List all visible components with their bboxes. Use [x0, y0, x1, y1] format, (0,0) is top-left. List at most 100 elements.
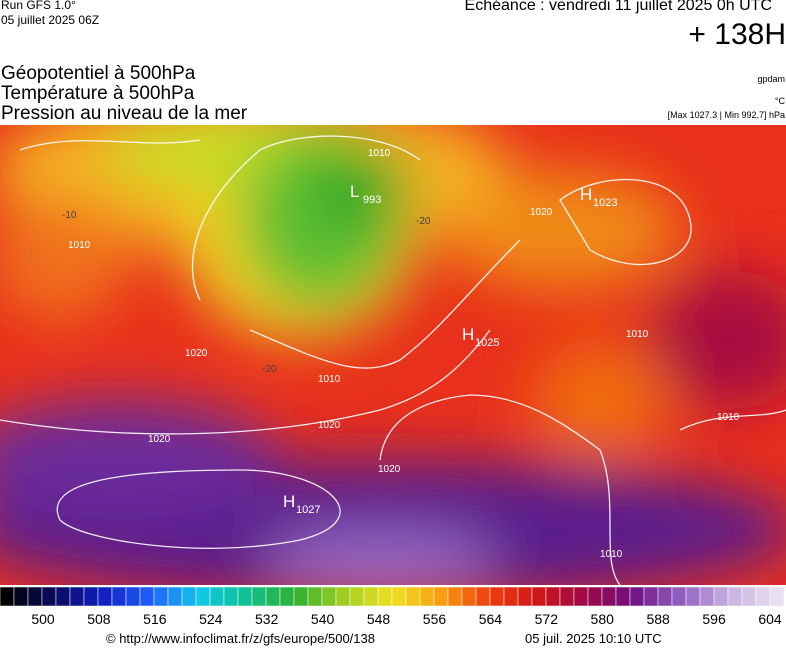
colorbar-label: 556: [423, 611, 447, 627]
swatch: [769, 586, 785, 607]
swatch: [153, 586, 169, 607]
swatch: [517, 586, 533, 607]
swatch: [55, 586, 71, 607]
colorbar-label: 540: [311, 611, 335, 627]
swatch: [0, 586, 15, 607]
swatch: [307, 586, 323, 607]
colorbar-label: 500: [31, 611, 55, 627]
colorbar-label: 532: [255, 611, 279, 627]
title-3: Pression au niveau de la mer: [1, 103, 248, 124]
swatch: [223, 586, 239, 607]
swatch: [279, 586, 295, 607]
field: [0, 125, 786, 585]
isoline-label: 1010: [600, 549, 623, 560]
swatch: [391, 586, 407, 607]
colorbar-label: 564: [479, 611, 503, 627]
swatch: [489, 586, 505, 607]
colorbar: 500 508 516 524 532 540 548 556 564 572 580 588 596 6…: [0, 586, 785, 627]
swatch: [447, 586, 463, 607]
swatch: [503, 586, 519, 607]
footer-url: © http://www.infoclimat.fr/z/gfs/europe/…: [106, 631, 375, 646]
center-value: 993: [363, 194, 381, 206]
swatch: [27, 586, 43, 607]
center-letter: H: [283, 492, 295, 511]
colorbar-label: 548: [367, 611, 391, 627]
swatch: [741, 586, 757, 607]
swatch: [727, 586, 743, 607]
pressure-range: [Max 1027.3 | Min 992.7] hPa: [667, 110, 785, 120]
swatch: [377, 586, 393, 607]
isoline-label: 1010: [717, 412, 740, 423]
swatch: [139, 586, 155, 607]
swatch: [209, 586, 225, 607]
swatch: [713, 586, 729, 607]
colorbar-label: 580: [591, 611, 615, 627]
isoline-label: -10: [62, 210, 77, 221]
center-value: 1025: [475, 337, 499, 349]
swatch: [69, 586, 85, 607]
swatch: [265, 586, 281, 607]
colorbar-label: 572: [535, 611, 559, 627]
colorbar-label: 604: [758, 611, 782, 627]
isoline-label: 1010: [68, 240, 91, 251]
isoline-label: 1020: [318, 420, 341, 431]
colorbar-label: 588: [646, 611, 670, 627]
swatch: [559, 586, 575, 607]
swatch: [251, 586, 267, 607]
swatch: [167, 586, 183, 607]
swatch: [335, 586, 351, 607]
swatch: [433, 586, 449, 607]
isoline-label: 1010: [318, 374, 341, 385]
unit: °C: [774, 96, 785, 106]
swatch: [461, 586, 477, 607]
swatch: [405, 586, 421, 607]
swatch: [685, 586, 701, 607]
source: gpdam: [757, 74, 785, 84]
center-letter: H: [580, 185, 592, 204]
center-letter: H: [462, 325, 474, 344]
swatch: [125, 586, 141, 607]
swatch: [111, 586, 127, 607]
isoline-label: 1010: [626, 329, 649, 340]
swatch: [419, 586, 435, 607]
isoline-label: 1020: [185, 348, 208, 359]
swatch: [83, 586, 99, 607]
swatch: [13, 586, 29, 607]
swatch: [195, 586, 211, 607]
title-2: Température à 500hPa: [1, 83, 195, 104]
swatch: [237, 586, 253, 607]
swatch: [657, 586, 673, 607]
swatch: [587, 586, 603, 607]
isoline-label: 1020: [378, 464, 401, 475]
footer-generated: 05 juil. 2025 10:10 UTC: [525, 631, 662, 646]
isoline-label: 1020: [530, 207, 553, 218]
center-letter: L: [350, 182, 359, 201]
center-value: 1023: [593, 197, 617, 209]
echeance: Echéance : vendredi 11 juillet 2025 0h U…: [464, 0, 772, 14]
title-1: Géopotentiel à 500hPa: [1, 63, 196, 84]
colorbar-label: 524: [199, 611, 223, 627]
center-value: 1027: [296, 504, 320, 516]
swatch: [363, 586, 379, 607]
isoline-label: -20: [416, 216, 431, 227]
swatch: [41, 586, 57, 607]
swatch: [629, 586, 645, 607]
run: Run GFS 1.0°: [1, 0, 76, 12]
swatch: [293, 586, 309, 607]
swatch: [349, 586, 365, 607]
colorbar-label: 508: [87, 611, 111, 627]
lead-time: + 138H: [688, 18, 786, 51]
swatch: [181, 586, 197, 607]
swatch: [545, 586, 561, 607]
isoline-label: 1020: [148, 434, 171, 445]
swatch: [699, 586, 715, 607]
swatch: [615, 586, 631, 607]
swatch: [601, 586, 617, 607]
swatch: [321, 586, 337, 607]
swatch: [643, 586, 659, 607]
swatch: [475, 586, 491, 607]
isoline-label: -20: [262, 364, 277, 375]
run-date: 05 juillet 2025 06Z: [1, 13, 100, 27]
